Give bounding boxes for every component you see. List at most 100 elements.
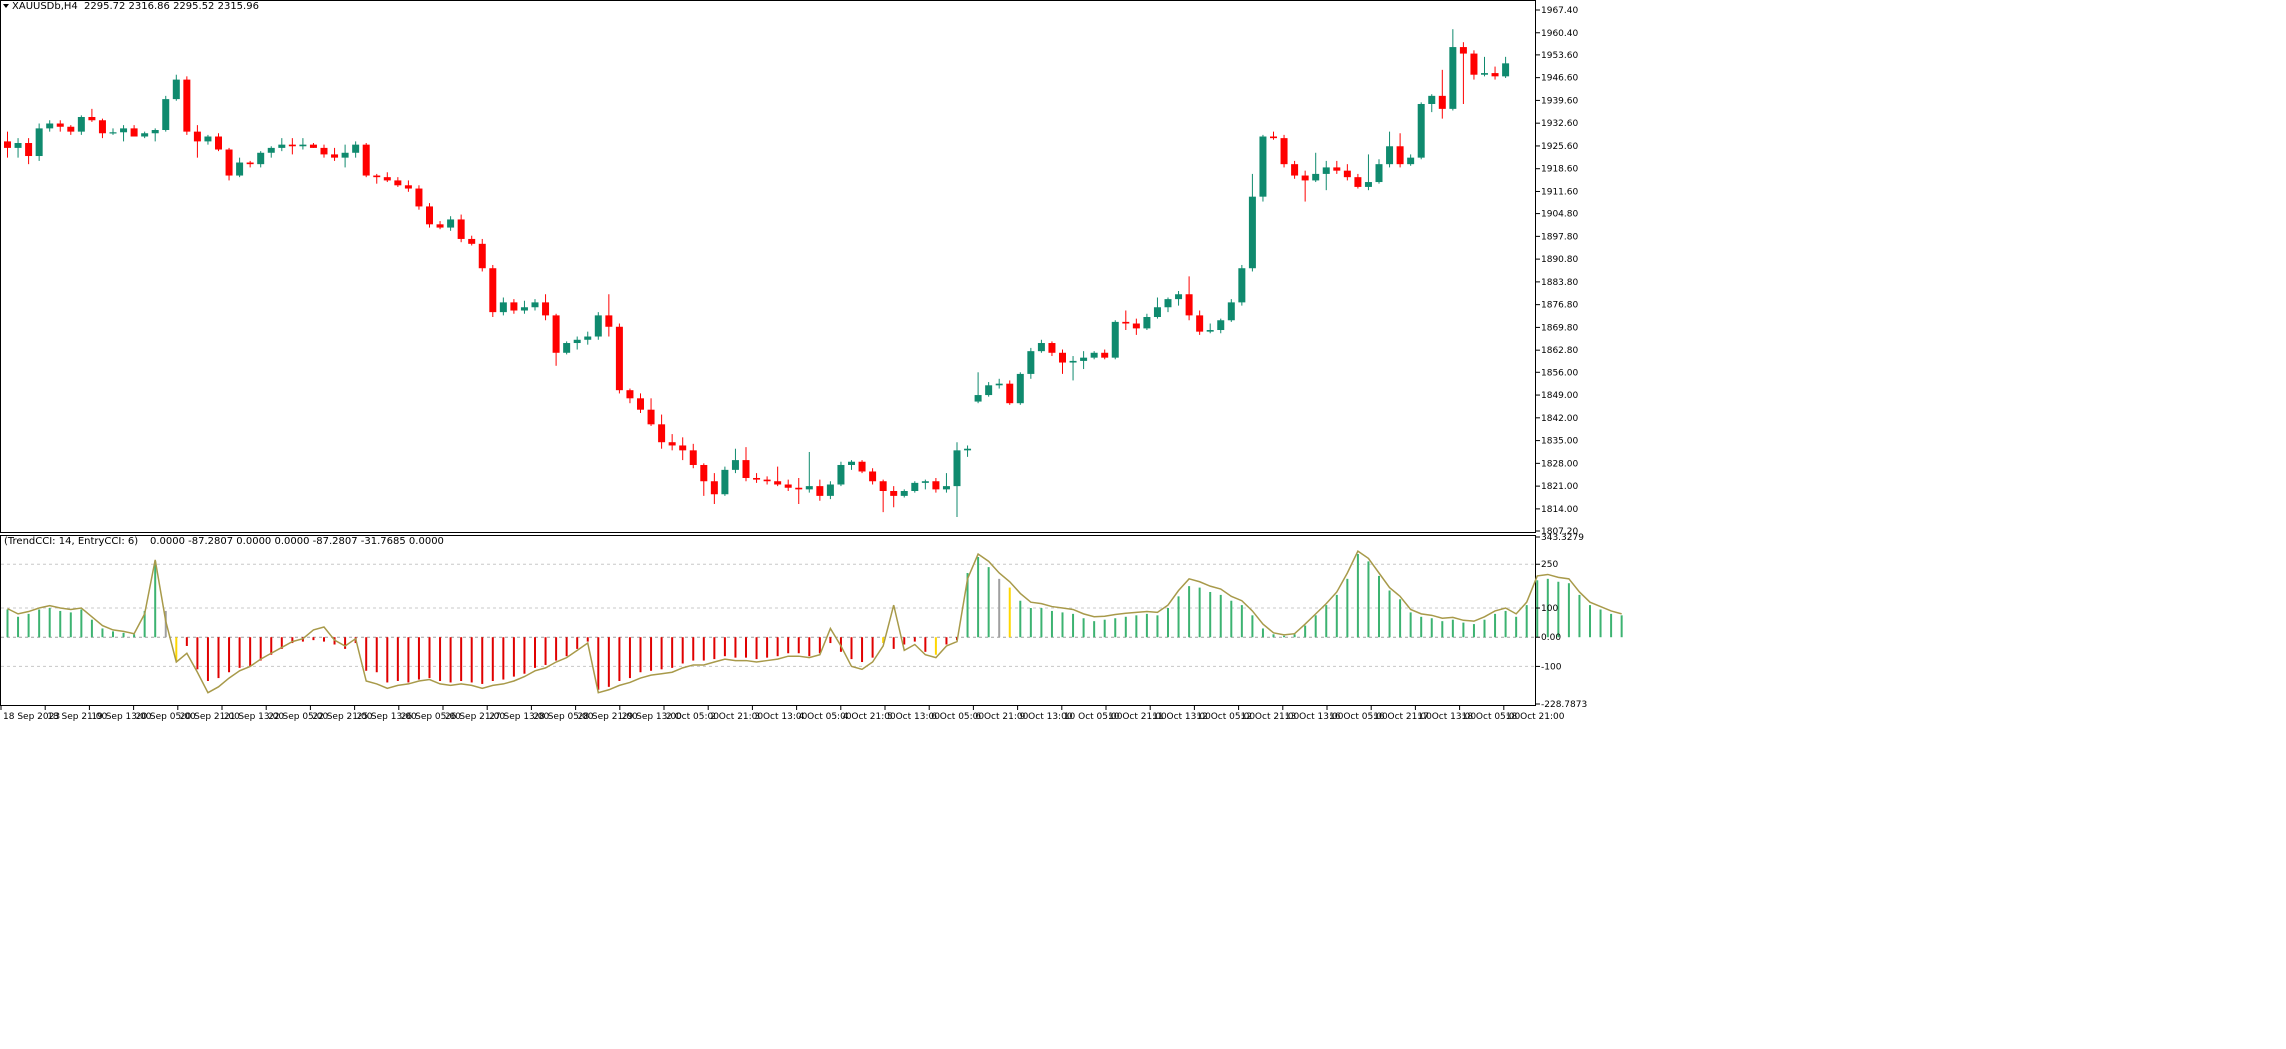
candle-body bbox=[837, 464, 845, 485]
candle bbox=[552, 313, 560, 366]
time-tick-label: 2 Oct 21:00 bbox=[710, 712, 763, 722]
candle-body bbox=[689, 450, 697, 465]
price-chart-frame bbox=[0, 0, 1536, 533]
candle-body bbox=[1153, 307, 1161, 318]
cci-trend-polyline bbox=[7, 549, 1622, 694]
candle-body bbox=[742, 460, 750, 478]
candle bbox=[805, 451, 813, 493]
candle bbox=[542, 294, 550, 321]
candle-body bbox=[489, 268, 497, 313]
candle bbox=[531, 299, 539, 311]
candle-body bbox=[1196, 315, 1204, 332]
candle bbox=[457, 214, 465, 243]
candle bbox=[1343, 164, 1351, 181]
price-tick-label: 1869.80 bbox=[1541, 323, 1578, 333]
candle bbox=[1291, 160, 1299, 179]
time-tick-label: 21 Sep 13:00 bbox=[224, 712, 284, 722]
candle bbox=[1248, 173, 1256, 272]
candle bbox=[309, 143, 317, 148]
candle-body bbox=[985, 385, 993, 396]
candle-body bbox=[1027, 351, 1035, 374]
candle bbox=[1027, 347, 1035, 379]
candle-body bbox=[193, 131, 201, 142]
price-axis: 1967.40 1960.40 1953.60 1946.60 1939.60 1932.… bbox=[1535, 6, 1578, 537]
candle-body bbox=[679, 445, 687, 451]
candle-body bbox=[605, 315, 613, 327]
candle bbox=[341, 144, 349, 168]
candle bbox=[299, 138, 307, 150]
price-tick-label: 1932.60 bbox=[1541, 119, 1578, 129]
candle bbox=[404, 180, 412, 192]
candle bbox=[1470, 50, 1478, 80]
candle bbox=[1153, 297, 1161, 319]
indicator-reference-lines bbox=[1, 563, 1535, 667]
candle-body bbox=[869, 471, 877, 482]
candle bbox=[879, 479, 887, 513]
candle-body bbox=[953, 450, 961, 487]
candle bbox=[109, 128, 117, 135]
indicator-axis: 343.3279 250 100 0.00 -100 -228.7873 bbox=[1535, 533, 1587, 710]
candle-body bbox=[1459, 47, 1467, 54]
candle-body bbox=[615, 326, 623, 391]
candle-body bbox=[215, 136, 222, 150]
candle bbox=[520, 300, 528, 314]
price-tick-label: 1835.00 bbox=[1541, 437, 1578, 447]
candle-body bbox=[172, 79, 180, 100]
candle-body bbox=[900, 490, 908, 496]
candle-body bbox=[1016, 373, 1024, 404]
candle bbox=[605, 294, 613, 337]
candle-body bbox=[700, 464, 708, 482]
candle-body bbox=[1037, 343, 1045, 352]
candle-body bbox=[1132, 323, 1140, 329]
candle bbox=[573, 336, 581, 350]
candle bbox=[1006, 380, 1014, 405]
candle bbox=[1270, 131, 1277, 140]
candle-body bbox=[415, 188, 423, 207]
time-tick-label: 9 Oct 13:00 bbox=[1020, 712, 1073, 722]
indicator-values-label: 0.0000 -87.2807 0.0000 0.0000 -87.2807 -… bbox=[150, 536, 444, 547]
time-tick-label: 18 Oct 05:00 bbox=[1462, 712, 1521, 722]
candle bbox=[615, 323, 623, 394]
candle-body bbox=[911, 482, 919, 491]
candle-body bbox=[1470, 53, 1478, 75]
candle bbox=[753, 473, 761, 483]
candle-body bbox=[1312, 173, 1320, 181]
candle bbox=[700, 463, 708, 496]
candle-body bbox=[25, 143, 33, 157]
candle bbox=[478, 238, 486, 272]
time-tick-label: 16 Oct 21:00 bbox=[1373, 712, 1432, 722]
candle bbox=[141, 131, 149, 139]
candle-body bbox=[1396, 146, 1404, 165]
candle-body bbox=[130, 128, 138, 137]
candle bbox=[193, 125, 201, 158]
price-tick-label: 1960.40 bbox=[1541, 29, 1578, 39]
candle bbox=[1396, 133, 1404, 168]
candle bbox=[626, 388, 634, 404]
candle-body bbox=[1502, 63, 1510, 77]
time-tick-label: 6 Oct 05:00 bbox=[931, 712, 984, 722]
time-tick-label: 6 Oct 21:00 bbox=[975, 712, 1028, 722]
candle-body bbox=[204, 136, 212, 142]
indicator-tick-label: -228.7873 bbox=[1541, 700, 1587, 710]
candle bbox=[594, 312, 602, 340]
dropdown-triangle-icon[interactable] bbox=[3, 4, 9, 8]
candle bbox=[1090, 351, 1098, 360]
candle-body bbox=[383, 177, 391, 181]
price-tick-label: 1842.00 bbox=[1541, 414, 1578, 424]
candle-body bbox=[236, 162, 244, 176]
candle-body bbox=[1375, 164, 1383, 183]
candle-body bbox=[531, 302, 539, 308]
candle bbox=[98, 118, 106, 139]
price-tick-label: 1897.80 bbox=[1541, 232, 1578, 242]
candle bbox=[1449, 29, 1457, 111]
indicator-tick-label: -100 bbox=[1541, 662, 1562, 672]
time-tick-label: 28 Sep 05:00 bbox=[533, 712, 593, 722]
candle-body bbox=[1048, 343, 1056, 353]
candle bbox=[489, 264, 497, 318]
candle bbox=[4, 131, 11, 158]
time-tick-label: 4 Oct 05:00 bbox=[799, 712, 852, 722]
candle bbox=[362, 143, 370, 178]
price-tick-label: 1904.80 bbox=[1541, 210, 1578, 220]
candle bbox=[742, 447, 750, 482]
